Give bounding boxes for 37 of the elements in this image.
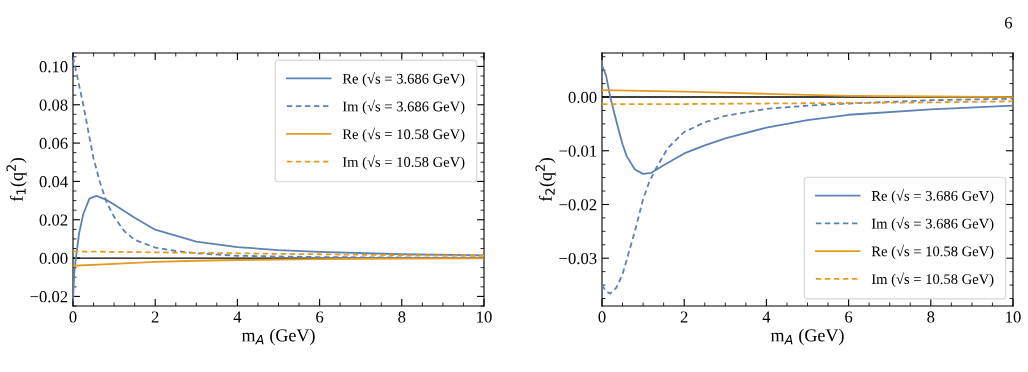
y-tick-label: −0.02 (30, 291, 68, 303)
y-tick-label: −0.01 (559, 145, 597, 157)
y-tick-label: 0.08 (39, 99, 68, 111)
legend-label: Re (√s = 10.58 GeV) (342, 127, 465, 143)
line-series (602, 89, 1013, 98)
y-tick-label: 0.04 (39, 176, 68, 188)
legend-label: Im (√s = 10.58 GeV) (871, 272, 994, 288)
y-tick-label: 0.06 (39, 137, 68, 150)
x-tick-label: 10 (1006, 311, 1021, 323)
x-tick-label: 10 (477, 311, 492, 323)
x-tick-label: 8 (927, 311, 935, 323)
x-tick-label: 4 (762, 311, 771, 323)
x-tick-label: 2 (680, 311, 688, 323)
x-tick-label: 0 (69, 311, 77, 323)
y-tick-label: 0.02 (39, 214, 68, 226)
legend-label: Im (√s = 10.58 GeV) (342, 155, 465, 170)
x-tick-label: 4 (233, 311, 242, 323)
legend-label: Im (√s = 3.686 GeV) (871, 216, 994, 232)
x-tick-label: 0 (598, 311, 606, 323)
y-tick-label: 0.00 (39, 252, 68, 265)
y-axis-title: f$_{2}$(q$^{2}$) (535, 158, 556, 202)
legend-label: Re (√s = 10.58 GeV) (871, 244, 994, 260)
y-tick-label: −0.03 (559, 252, 597, 265)
legend-label: Re (√s = 3.686 GeV) (342, 71, 465, 87)
x-tick-label: 8 (398, 311, 406, 323)
y-tick-label: 0.00 (568, 91, 597, 104)
legend-label: Re (√s = 3.686 GeV) (871, 189, 994, 204)
x-tick-label: 6 (845, 311, 853, 323)
y-tick-label: 0.10 (39, 61, 68, 73)
y-axis-title: f$_{1}$(q$^{2}$) (6, 158, 27, 202)
x-tick-label: 6 (316, 311, 324, 323)
x-axis-title: m$_{A}$ (GeV) (770, 328, 844, 346)
text: 6 (1004, 17, 1013, 29)
x-axis-title: m$_{A}$ (GeV) (241, 328, 315, 346)
y-tick-label: −0.02 (559, 199, 597, 211)
legend-label: Im (√s = 3.686 GeV) (342, 99, 465, 115)
x-tick-label: 2 (151, 311, 159, 323)
